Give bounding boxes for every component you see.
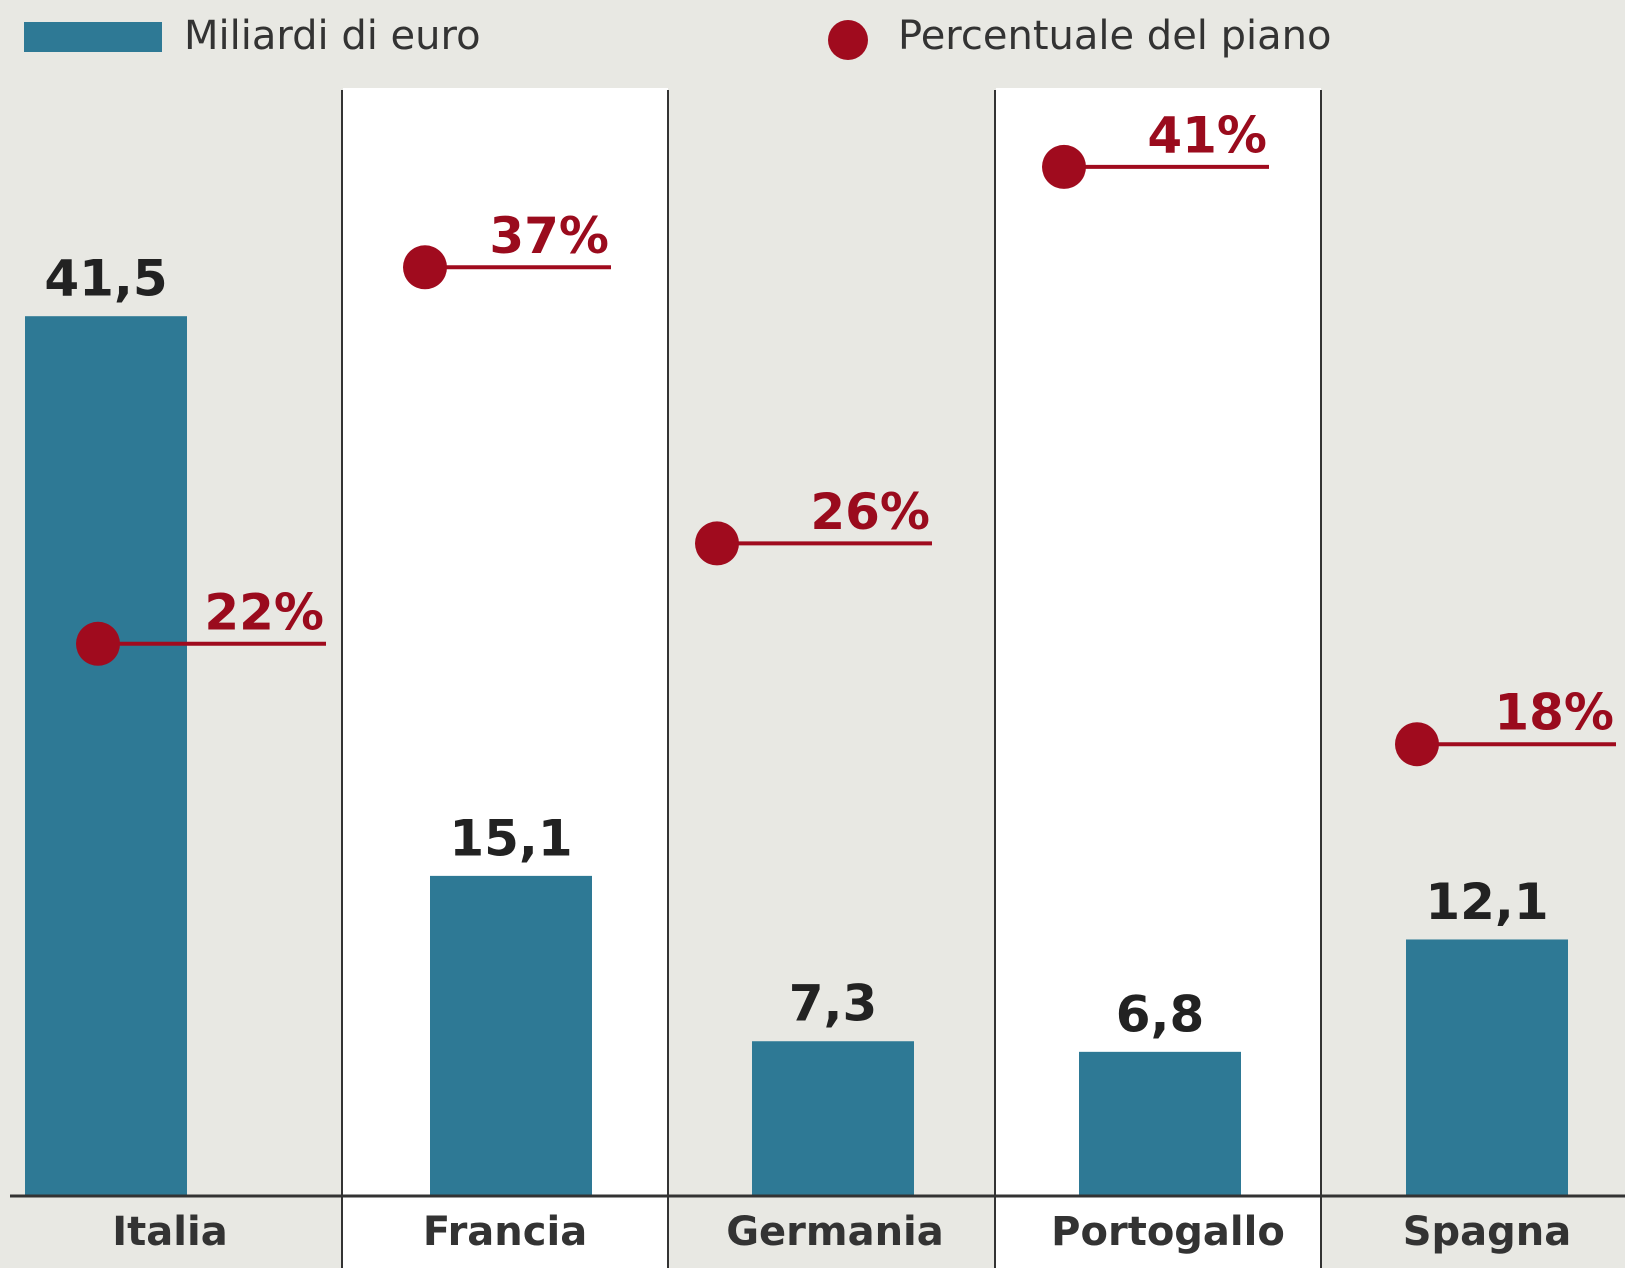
- bar: [752, 1041, 914, 1196]
- bar: [1079, 1051, 1241, 1196]
- legend-label: Percentuale del piano: [898, 13, 1331, 59]
- dot: [403, 245, 447, 290]
- legend-swatch: [24, 22, 162, 52]
- legend-marker: [828, 20, 868, 60]
- bar: [1406, 939, 1568, 1196]
- dot: [1042, 144, 1086, 189]
- dot: [1395, 722, 1439, 767]
- bar-label: 41,5: [44, 250, 167, 308]
- legend-label: Miliardi di euro: [184, 13, 481, 59]
- dot-label: 22%: [204, 583, 324, 641]
- x-tick-label: Portogallo: [1051, 1209, 1285, 1255]
- dot-label: 41%: [1147, 106, 1267, 164]
- bar-label: 15,1: [449, 809, 572, 867]
- dot: [695, 521, 739, 566]
- dot-label: 26%: [810, 483, 930, 541]
- bar: [430, 875, 592, 1196]
- separators: [341, 90, 1322, 1268]
- x-tick-label: Francia: [423, 1209, 587, 1255]
- bar-label: 12,1: [1425, 873, 1548, 931]
- dot-label: 37%: [489, 207, 609, 265]
- dot-label: 18%: [1494, 684, 1614, 742]
- bar-label: 6,8: [1116, 985, 1205, 1043]
- x-tick-label: Spagna: [1403, 1209, 1572, 1255]
- bar-label: 7,3: [789, 975, 878, 1033]
- dot: [76, 621, 120, 666]
- bar: [25, 316, 187, 1196]
- x-tick-label: Italia: [112, 1209, 227, 1255]
- x-tick-label: Germania: [726, 1209, 944, 1255]
